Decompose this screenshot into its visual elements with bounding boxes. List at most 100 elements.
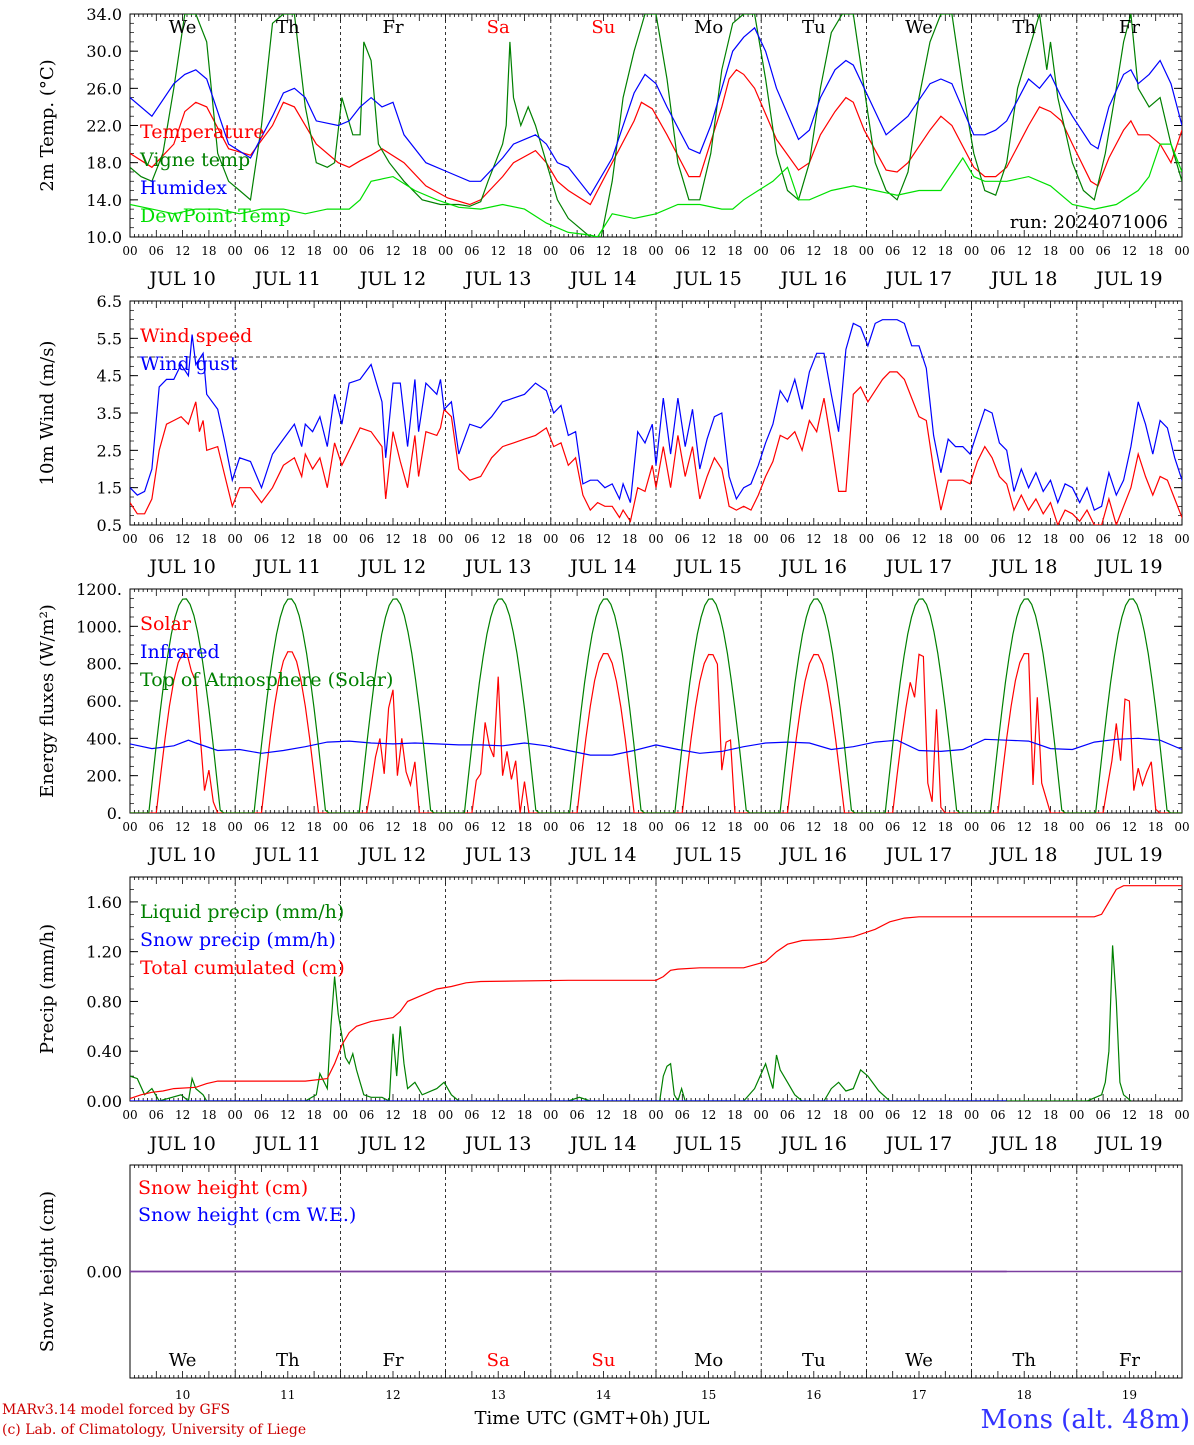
x-hour-tick-label: 06: [569, 1108, 584, 1122]
weekday-label-bottom: Th: [1012, 1350, 1036, 1371]
y-tick-label: 0.00: [86, 1092, 122, 1111]
x-hour-tick-label: 00: [1069, 532, 1084, 546]
x-hour-tick-label: 18: [517, 820, 532, 834]
x-date-label: JUL 11: [253, 556, 321, 578]
y-tick-label: 0.: [107, 804, 122, 823]
x-hour-tick-label: 12: [596, 820, 611, 834]
x-hour-tick-label: 06: [780, 1108, 795, 1122]
x-date-label: JUL 14: [568, 268, 636, 290]
y-axis-label: 10m Wind (m/s): [37, 341, 58, 486]
x-hour-tick-label: 12: [911, 532, 926, 546]
x-hour-tick-label: 06: [254, 820, 269, 834]
x-hour-tick-label: 12: [385, 1108, 400, 1122]
x-date-label: JUL 18: [989, 556, 1057, 578]
x-hour-tick-label: 00: [964, 820, 979, 834]
x-hour-tick-label: 06: [359, 1108, 374, 1122]
x-hour-tick-label: 06: [149, 532, 164, 546]
run-label: run: 2024071006: [1010, 212, 1168, 233]
x-hour-tick-label: 06: [569, 532, 584, 546]
x-date-label: JUL 14: [568, 1133, 636, 1155]
weekday-label-bottom: Tu: [802, 1350, 826, 1371]
day-number-label: 17: [911, 1388, 926, 1402]
x-hour-tick-label: 06: [149, 1108, 164, 1122]
x-date-label: JUL 13: [463, 844, 531, 866]
x-hour-tick-label: 00: [1069, 820, 1084, 834]
x-hour-tick-label: 12: [385, 820, 400, 834]
y-tick-label: 1200.: [76, 580, 122, 599]
y-tick-label: 3.5: [97, 404, 122, 423]
x-hour-tick-label: 18: [727, 244, 742, 258]
series-line-total-cumulated-cm-: [130, 885, 1182, 1100]
weekday-label-top: Fr: [1119, 17, 1140, 38]
weekday-label-bottom: Fr: [1119, 1350, 1140, 1371]
x-hour-tick-label: 18: [727, 532, 742, 546]
x-date-label: JUL 17: [884, 1133, 952, 1155]
x-date-label: JUL 11: [253, 268, 321, 290]
x-hour-tick-label: 18: [1043, 532, 1058, 546]
x-hour-tick-label: 06: [885, 820, 900, 834]
x-hour-tick-label: 12: [491, 244, 506, 258]
x-hour-tick-label: 18: [412, 820, 427, 834]
chart-panel-2: 00 06 12 18 00 06 12 18 00 06 12 18 00 06 12 18 00 06 12 18…: [37, 292, 1190, 578]
x-hour-tick-label: 00: [964, 1108, 979, 1122]
x-date-label: JUL 18: [989, 268, 1057, 290]
x-hour-tick-label: 18: [306, 820, 321, 834]
x-hour-tick-label: 18: [412, 244, 427, 258]
x-hour-tick-label: 06: [990, 532, 1005, 546]
x-hour-tick-label: 00: [648, 532, 663, 546]
x-hour-tick-label: 06: [990, 820, 1005, 834]
y-tick-label: 4.5: [97, 367, 122, 386]
x-date-label: JUL 10: [147, 1133, 215, 1155]
y-tick-label: 800.: [86, 655, 122, 674]
y-tick-label: 0.80: [86, 992, 122, 1011]
y-tick-label: 34.0: [86, 5, 122, 24]
x-hour-tick-label: 06: [675, 532, 690, 546]
x-hour-tick-label: 12: [491, 820, 506, 834]
x-hour-tick-label: 18: [622, 1108, 637, 1122]
y-tick-label: 5.5: [97, 329, 122, 348]
x-date-label: JUL 11: [253, 1133, 321, 1155]
y-tick-label: 600.: [86, 692, 122, 711]
x-hour-tick-label: 06: [885, 532, 900, 546]
x-hour-tick-label: 00: [648, 820, 663, 834]
y-tick-label: 10.0: [86, 228, 122, 247]
day-number-label: 13: [491, 1388, 506, 1402]
x-hour-tick-label: 12: [491, 1108, 506, 1122]
x-hour-tick-label: 06: [675, 244, 690, 258]
x-hour-tick-label: 18: [1148, 244, 1163, 258]
footer-axis-label: Time UTC (GMT+0h) JUL: [475, 1408, 710, 1429]
x-hour-tick-label: 12: [911, 244, 926, 258]
x-hour-tick-label: 00: [1174, 244, 1189, 258]
x-date-label: JUL 15: [673, 268, 741, 290]
series-line-dewpoint-temp: [130, 143, 1182, 237]
x-hour-tick-label: 12: [280, 1108, 295, 1122]
x-hour-tick-label: 06: [885, 1108, 900, 1122]
legend-entry: Snow height (cm W.E.): [138, 1204, 356, 1226]
x-date-label: JUL 10: [147, 268, 215, 290]
x-hour-tick-label: 12: [596, 1108, 611, 1122]
x-hour-tick-label: 12: [1122, 1108, 1137, 1122]
weekday-label-bottom: We: [169, 1350, 197, 1371]
series-group: [130, 598, 1182, 813]
x-hour-tick-label: 12: [1017, 820, 1032, 834]
x-hour-tick-label: 06: [464, 244, 479, 258]
x-date-label: JUL 13: [463, 556, 531, 578]
x-hour-tick-label: 18: [517, 532, 532, 546]
chart-panel-3: 00 06 12 18 00 06 12 18 00 06 12 18 00 06 12 18 00 06 12 18…: [37, 580, 1190, 866]
x-hour-tick-label: 00: [333, 532, 348, 546]
weekday-label-bottom: Su: [591, 1350, 615, 1371]
chart-panel-4: 00 06 12 18 00 06 12 18 00 06 12 18 00 06 12 18 00 06 12 18…: [37, 876, 1190, 1155]
weekday-label-top: Th: [276, 17, 300, 38]
station-label: Mons (alt. 48m): [981, 1405, 1190, 1435]
x-hour-tick-label: 12: [280, 820, 295, 834]
x-hour-tick-label: 00: [1174, 532, 1189, 546]
y-tick-label: 0.5: [97, 516, 122, 535]
x-hour-tick-label: 00: [543, 820, 558, 834]
y-tick-label: 400.: [86, 729, 122, 748]
y-tick-label: 2.5: [97, 441, 122, 460]
x-hour-tick-label: 12: [596, 532, 611, 546]
x-hour-tick-label: 06: [149, 820, 164, 834]
x-hour-tick-label: 06: [359, 244, 374, 258]
footer-model: MARv3.14 model forced by GFS: [2, 1402, 230, 1418]
x-hour-tick-label: 00: [122, 820, 137, 834]
